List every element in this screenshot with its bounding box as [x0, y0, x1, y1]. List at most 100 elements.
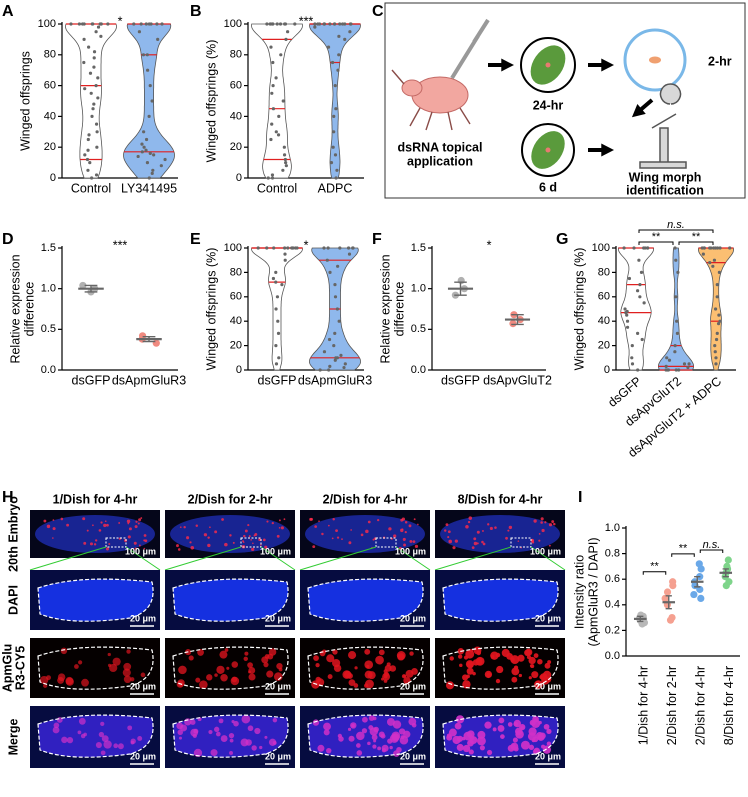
signal: [471, 546, 475, 550]
data-point: [327, 337, 332, 342]
merge: [38, 715, 154, 758]
data-point: [90, 176, 94, 180]
signal: [533, 653, 539, 658]
signal: [118, 522, 121, 524]
x-tick-label: 2/Dish for 4-hr: [694, 666, 708, 745]
violin: [309, 23, 361, 179]
data-point: [278, 22, 283, 26]
signal: [229, 534, 232, 537]
signal: [52, 527, 56, 531]
data-point: [325, 258, 329, 262]
signal: [314, 525, 317, 528]
error-bar: [84, 284, 98, 293]
data-point: [87, 133, 91, 137]
data-point: [144, 22, 148, 26]
y-tick-label: 100: [224, 18, 242, 30]
data-point: [673, 350, 677, 354]
signal: [454, 722, 462, 730]
data-point: [132, 22, 136, 26]
data-point: [322, 350, 327, 354]
signal: [348, 735, 355, 742]
data-point: [330, 60, 335, 65]
data-point: [137, 30, 142, 34]
signal: [209, 526, 211, 529]
data-point: [144, 137, 149, 142]
signal: [100, 750, 106, 756]
significance-label: **: [679, 543, 688, 555]
signal: [350, 529, 352, 531]
signal: [367, 671, 376, 680]
signal: [538, 533, 541, 535]
data-point: [274, 307, 278, 311]
signal: [100, 521, 103, 524]
signal: [251, 745, 257, 751]
data-point: [674, 295, 678, 299]
signal: [195, 524, 199, 527]
violin: [658, 247, 694, 371]
signal: [412, 540, 416, 543]
nymph: [649, 56, 661, 64]
y-tick-label: 100: [592, 242, 610, 254]
data-point: [708, 261, 712, 265]
signal: [278, 667, 283, 672]
zoom-box: [375, 537, 397, 548]
arrow-head: [601, 143, 614, 157]
signal: [409, 539, 413, 543]
data-point: [274, 362, 279, 366]
micrograph: [165, 638, 295, 698]
data-point: [85, 157, 90, 162]
signal: [247, 662, 253, 669]
signal: [130, 740, 135, 745]
y-axis-label: (ApmGluR3 / DAPI): [586, 537, 600, 646]
signal: [544, 521, 547, 524]
signal: [371, 734, 378, 741]
signal: [190, 545, 195, 550]
signal: [476, 736, 486, 746]
signal: [241, 714, 251, 724]
signal: [268, 648, 277, 656]
data-point: [271, 276, 276, 281]
data-point: [713, 350, 717, 354]
signal: [520, 740, 530, 750]
signal: [467, 730, 475, 739]
scale-bar-label: 100 μm: [125, 546, 156, 556]
signal: [215, 731, 221, 737]
scale-bar-label: 20 μm: [535, 613, 561, 623]
signal: [455, 715, 465, 724]
column-header: 2/Dish for 4-hr: [323, 492, 408, 506]
signal: [65, 677, 74, 686]
data-point: [92, 50, 97, 54]
signal: [247, 725, 254, 732]
data-point: [281, 168, 285, 172]
signal: [531, 671, 539, 679]
scale-bar-label: 20 μm: [535, 681, 561, 691]
signal: [43, 519, 47, 523]
data-point: [83, 153, 87, 157]
y-tick-label: 40: [598, 315, 610, 327]
data-point: [624, 311, 628, 315]
signal: [78, 660, 83, 665]
data-point: [148, 84, 152, 88]
x-tick-label: 1/Dish for 4-hr: [637, 666, 651, 745]
data-point: [152, 339, 160, 347]
data-point: [140, 150, 144, 154]
panel-letter: I: [578, 489, 582, 506]
scale-bar-label: 100 μm: [530, 546, 561, 556]
signal: [414, 544, 419, 548]
signal: [83, 541, 87, 545]
signal: [60, 647, 68, 655]
y-tick-label: 40: [230, 110, 242, 122]
signal: [473, 646, 482, 655]
signal: [183, 525, 186, 529]
violin: [251, 23, 303, 179]
data-point: [638, 283, 642, 287]
outline: [37, 646, 154, 690]
outline: [442, 714, 559, 758]
signal: [93, 543, 97, 546]
data-point: [79, 281, 87, 290]
data-point: [713, 344, 717, 348]
signal: [350, 722, 357, 729]
signal: [127, 522, 130, 525]
aphid-legs: [391, 69, 471, 131]
x-tick-label: dsApmGluR3: [112, 373, 186, 387]
